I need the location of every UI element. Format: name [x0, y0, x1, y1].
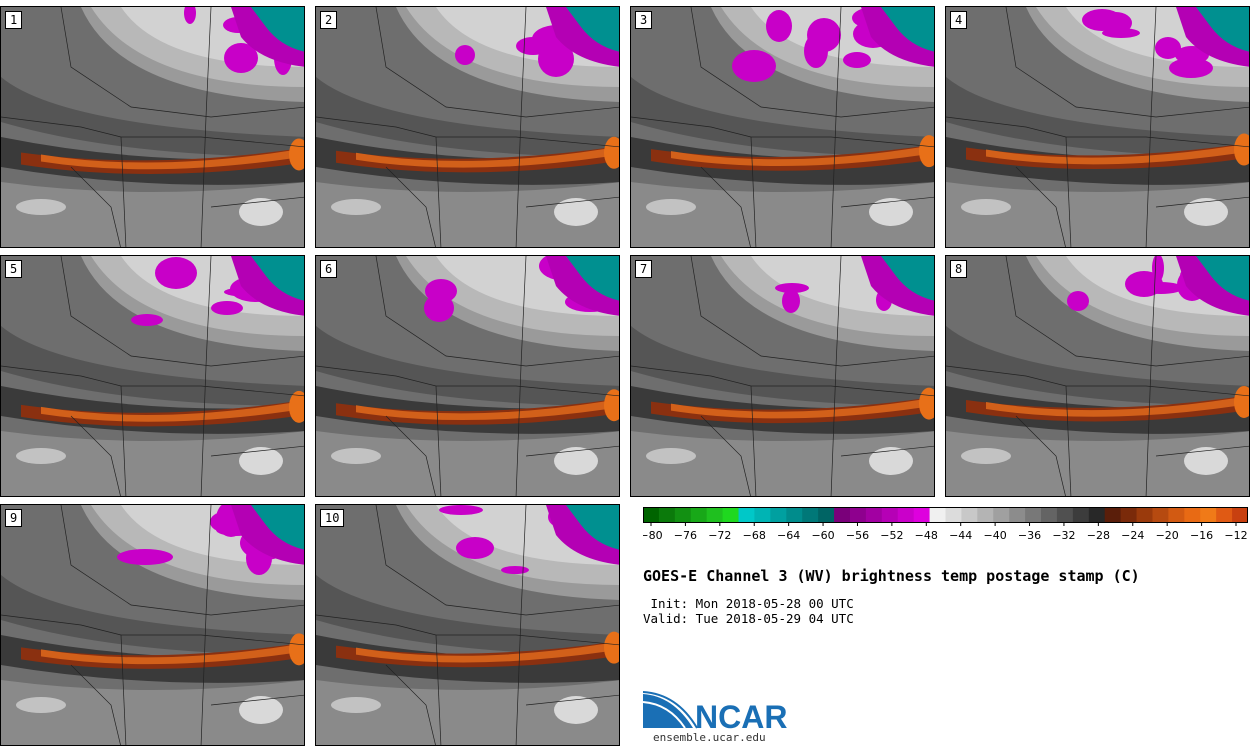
colorbar-tick-label: −60	[811, 529, 834, 542]
water-vapor-map	[1, 256, 304, 496]
colorbar-swatch	[674, 507, 692, 523]
colorbar-swatch	[1136, 507, 1153, 523]
colorbar-swatch	[738, 507, 755, 523]
site-url: ensemble.ucar.edu	[653, 731, 766, 744]
colorbar-tick-label: −12	[1224, 529, 1247, 542]
colorbar-swatch	[1200, 507, 1217, 523]
colorbar-swatch	[897, 507, 915, 523]
colorbar-swatch	[643, 507, 660, 523]
postage-stamp-panel: 4	[945, 6, 1250, 248]
panel-number: 9	[5, 509, 23, 527]
water-vapor-map	[631, 256, 934, 496]
panel-number: 3	[635, 11, 653, 29]
colorbar-swatch	[690, 507, 708, 523]
colorbar-swatch	[881, 507, 899, 523]
panel-number: 7	[635, 260, 653, 278]
colorbar-tick-label: −68	[743, 529, 766, 542]
colorbar-swatch	[786, 507, 803, 523]
colorbar-tick-label: −32	[1052, 529, 1075, 542]
colorbar: −80 −76 −72 −68 −64 −60 −56 −52 −48 −44 −40 −36 −32−…	[643, 507, 1248, 542]
colorbar-tick-label: −72	[708, 529, 731, 542]
panel-number: 4	[950, 11, 968, 29]
postage-stamp-panel: 10	[315, 504, 620, 746]
colorbar-swatch	[913, 507, 931, 523]
colorbar-swatch	[818, 507, 835, 523]
postage-stamp-panel: 1	[0, 6, 305, 248]
ncar-logo-text: NCAR	[695, 699, 787, 732]
colorbar-tick-label: −76	[674, 529, 697, 542]
colorbar-swatch	[929, 507, 946, 523]
colorbar-swatch	[945, 507, 962, 523]
colorbar-tick-label: −48	[915, 529, 938, 542]
colorbar-tick-label: −44	[949, 529, 972, 542]
colorbar-tick-label: −56	[846, 529, 869, 542]
colorbar-tick-label: −24	[1121, 529, 1144, 542]
colorbar-swatch	[1072, 507, 1090, 523]
colorbar-border	[643, 507, 1248, 523]
colorbar-swatch	[770, 507, 787, 523]
colorbar-swatch	[1152, 507, 1169, 523]
colorbar-tick-label: −80	[643, 529, 663, 542]
colorbar-swatch	[834, 507, 851, 523]
panel-number: 2	[320, 11, 338, 29]
colorbar-swatch	[1025, 507, 1042, 523]
colorbar-swatch	[754, 507, 771, 523]
colorbar-swatch	[961, 507, 978, 523]
water-vapor-map	[1, 505, 304, 745]
colorbar-swatch	[977, 507, 994, 523]
colorbar-swatch	[1056, 507, 1074, 523]
water-vapor-map	[946, 7, 1249, 247]
water-vapor-map	[1, 7, 304, 247]
colorbar-swatch	[1232, 507, 1248, 523]
water-vapor-map	[316, 505, 619, 745]
colorbar-tick-label: −40	[984, 529, 1007, 542]
postage-stamp-panel: 6	[315, 255, 620, 497]
postage-stamp-panel: 2	[315, 6, 620, 248]
postage-stamp-panel: 9	[0, 504, 305, 746]
water-vapor-map	[946, 256, 1249, 496]
panel-number: 6	[320, 260, 338, 278]
colorbar-tick-label: −16	[1190, 529, 1213, 542]
valid-time: Valid: Tue 2018-05-29 04 UTC	[643, 611, 854, 626]
colorbar-swatch	[1104, 507, 1122, 523]
postage-stamp-panel: 7	[630, 255, 935, 497]
panel-number: 5	[5, 260, 23, 278]
colorbar-swatch	[1120, 507, 1138, 523]
colorbar-swatch	[658, 507, 676, 523]
water-vapor-map	[316, 256, 619, 496]
colorbar-swatch	[706, 507, 724, 523]
panel-number: 1	[5, 11, 23, 29]
colorbar-tick-label: −52	[880, 529, 903, 542]
colorbar-swatch	[802, 507, 819, 523]
init-time: Init: Mon 2018-05-28 00 UTC	[643, 596, 854, 611]
water-vapor-map	[631, 7, 934, 247]
colorbar-tick-label: −20	[1156, 529, 1179, 542]
ncar-logo: NCAR	[643, 691, 787, 732]
colorbar-swatch	[993, 507, 1010, 523]
colorbar-swatch	[722, 507, 740, 523]
panel-number: 10	[320, 509, 345, 527]
postage-stamp-panel: 3	[630, 6, 935, 248]
colorbar-swatch	[1184, 507, 1201, 523]
colorbar-swatch	[1088, 507, 1106, 523]
colorbar-swatch	[865, 507, 883, 523]
panel-number: 8	[950, 260, 968, 278]
postage-stamp-panel: 5	[0, 255, 305, 497]
postage-stamp-panel: 8	[945, 255, 1250, 497]
colorbar-swatch	[1009, 507, 1026, 523]
figure-title: GOES-E Channel 3 (WV) brightness temp po…	[643, 567, 1140, 585]
colorbar-tick-label: −28	[1087, 529, 1110, 542]
colorbar-tick-label: −64	[777, 529, 800, 542]
colorbar-swatch	[1168, 507, 1185, 523]
colorbar-tick-label: −36	[1018, 529, 1041, 542]
colorbar-swatch	[849, 507, 867, 523]
colorbar-swatch	[1041, 507, 1058, 523]
water-vapor-map	[316, 7, 619, 247]
colorbar-swatch	[1216, 507, 1233, 523]
